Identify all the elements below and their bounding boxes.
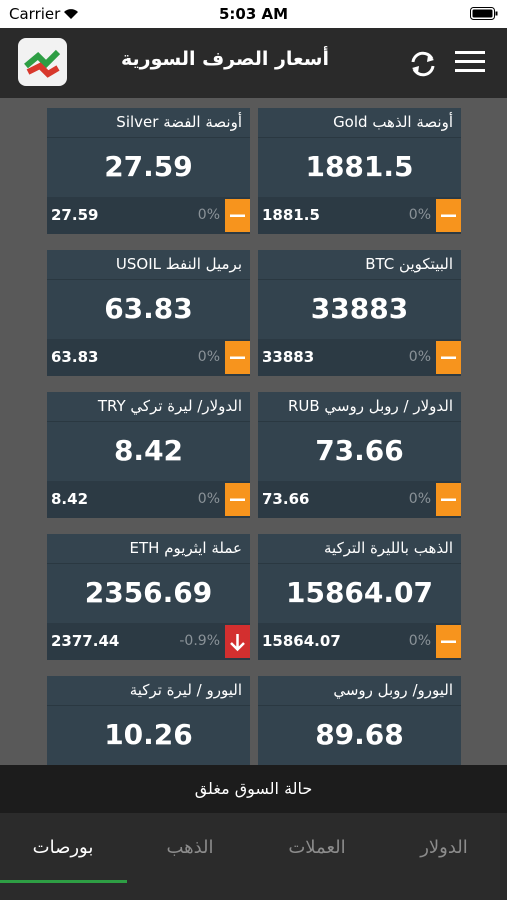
market-status: حالة السوق مغلق [0,765,507,813]
trend-indicator [225,199,250,232]
tab-item[interactable]: الدولار [420,837,468,858]
card-value: 33883 [310,292,409,325]
trend-indicator [225,483,250,516]
change-percent: -0.9% [179,633,220,649]
card-footer: 8.42 0% [47,481,250,518]
previous-value: 15864.07 [262,632,341,650]
card-value: 73.66 [315,434,404,467]
card-value: 8.42 [113,434,184,467]
previous-value: 27.59 [51,206,99,224]
previous-value: 1881.5 [262,206,320,224]
battery-icon [470,7,498,20]
rate-card: برميل النفط USOIL 63.83 63.83 0% [47,250,250,376]
rate-card: الذهب بالليرة التركية 15864.07 15864.07 0% [258,534,461,660]
card-value: 89.68 [315,718,404,751]
trend-indicator [436,625,461,658]
card-footer: 1881.5 0% [258,197,461,234]
change-percent: 0% [408,207,431,223]
card-title: برميل النفط USOIL [47,250,250,280]
rate-card: أونصة الذهب Gold 1881.5 1881.5 0% [258,108,461,234]
card-value: 15864.07 [285,576,433,609]
card-title: الدولار/ ليرة تركي TRY [47,392,250,422]
active-tab-indicator [0,880,127,883]
change-percent: 0% [197,491,220,507]
rate-card: الدولار/ ليرة تركي TRY 8.42 8.42 0% [47,392,250,518]
card-footer: 15864.07 0% [258,623,461,660]
previous-value: 73.66 [262,490,310,508]
carrier: Carrier [9,5,61,23]
card-title: عملة ايثريوم ETH [47,534,250,564]
rate-card: اليورو/ روبل روسي 89.68 [258,676,461,765]
previous-value: 2377.44 [51,632,120,650]
previous-value: 8.42 [51,490,89,508]
card-title: أونصة الفضة Silver [47,108,250,138]
trend-indicator [436,199,461,232]
rate-card: الدولار / روبل روسي RUB 73.66 73.66 0% [258,392,461,518]
change-percent: 0% [408,491,431,507]
card-title: الذهب بالليرة التركية [258,534,461,564]
tab-item[interactable]: بورصات [32,837,94,858]
trend-indicator [225,341,250,374]
app-logo[interactable] [18,38,67,86]
trend-indicator [436,341,461,374]
rate-card: البيتكوين BTC 33883 33883 0% [258,250,461,376]
card-value: 10.26 [104,718,193,751]
card-footer: 63.83 0% [47,339,250,376]
rate-card: عملة ايثريوم ETH 2356.69 2377.44 -0.9% [47,534,250,660]
card-footer: 2377.44 -0.9% [47,623,250,660]
status-bar: Carrier 5:03 AM [0,0,507,28]
trend-indicator [436,483,461,516]
card-title: أونصة الذهب Gold [258,108,461,138]
card-value: 2356.69 [84,576,213,609]
card-title: اليورو / ليرة تركية [47,676,250,706]
rate-card: أونصة الفضة Silver 27.59 27.59 0% [47,108,250,234]
card-title: الدولار / روبل روسي RUB [258,392,461,422]
header-title: أسعار الصرف السورية [121,48,329,70]
change-percent: 0% [197,349,220,365]
change-percent: 0% [408,633,431,649]
trend-indicator [225,625,250,658]
tab-item[interactable]: العملات [288,837,346,858]
header: أسعار الصرف السورية [0,28,507,98]
card-footer: 33883 0% [258,339,461,376]
change-percent: 0% [408,349,431,365]
card-title: البيتكوين BTC [258,250,461,280]
refresh-button[interactable] [408,49,438,79]
change-percent: 0% [197,207,220,223]
previous-value: 63.83 [51,348,99,366]
tab-bar: بورصات الذهب العملات الدولار [0,813,507,900]
rate-card: اليورو / ليرة تركية 10.26 [47,676,250,765]
card-value: 1881.5 [305,150,414,183]
wifi-icon [64,9,78,19]
card-title: اليورو/ روبل روسي [258,676,461,706]
card-value: 63.83 [104,292,193,325]
cards-list: أونصة الذهب Gold 1881.5 1881.5 0% أونصة الفض… [0,98,507,765]
card-footer: 27.59 0% [47,197,250,234]
menu-button[interactable] [455,50,485,74]
previous-value: 33883 [262,348,315,366]
card-footer: 73.66 0% [258,481,461,518]
clock: 5:03 AM [218,5,289,23]
tab-item[interactable]: الذهب [166,837,214,858]
card-value: 27.59 [104,150,193,183]
